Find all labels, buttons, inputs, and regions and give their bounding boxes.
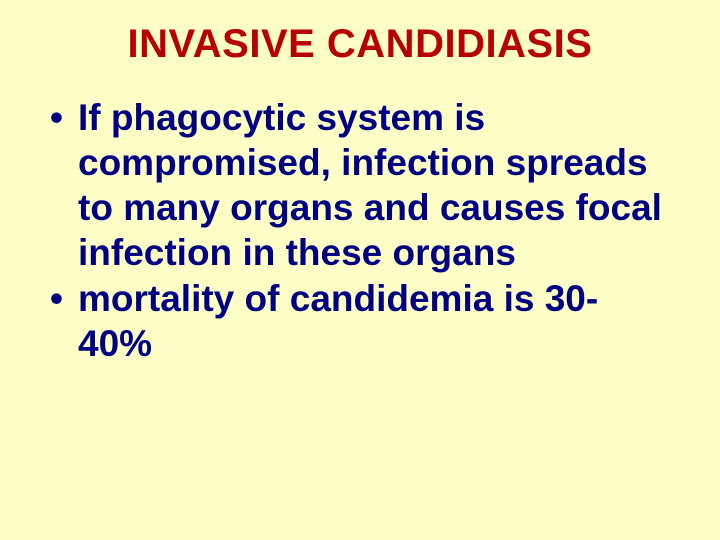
bullet-item: If phagocytic system is compromised, inf… [78,95,670,276]
slide: INVASIVE CANDIDIASIS If phagocytic syste… [0,0,720,540]
bullet-item: mortality of candidemia is 30-40% [78,276,670,366]
bullet-list: If phagocytic system is compromised, inf… [50,95,670,366]
slide-title: INVASIVE CANDIDIASIS [50,22,670,67]
